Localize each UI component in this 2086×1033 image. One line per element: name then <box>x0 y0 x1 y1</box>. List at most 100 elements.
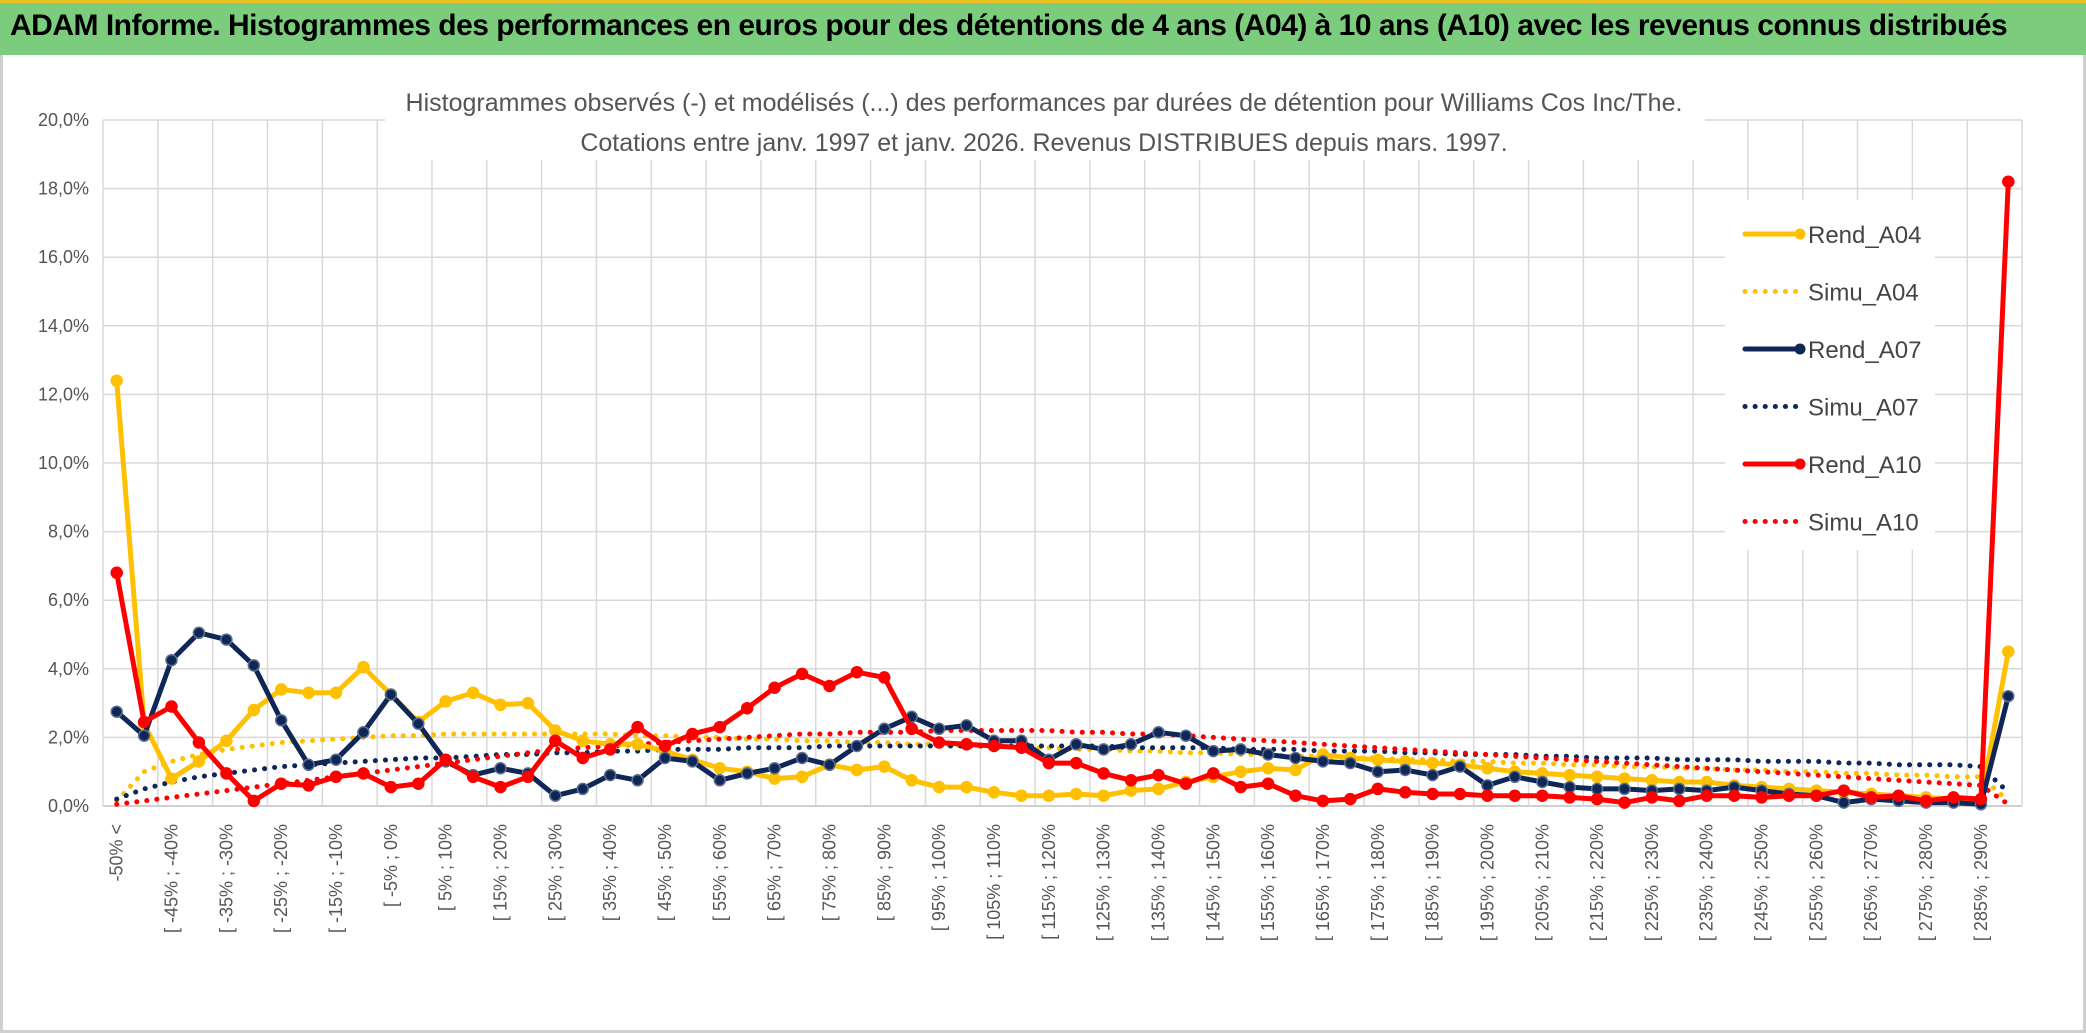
x-tick-label: [ 245% ; 250% <box>1752 824 1772 941</box>
data-point <box>1097 767 1110 780</box>
x-tick-label: [ 115% ; 120% <box>1039 824 1059 940</box>
data-point <box>1261 748 1275 761</box>
data-point <box>1398 786 1412 799</box>
data-point <box>987 739 1001 753</box>
data-point <box>1234 743 1247 756</box>
data-point <box>1316 794 1330 808</box>
data-point <box>1069 787 1083 801</box>
data-point <box>960 780 973 794</box>
x-tick-label: [ 55% ; 60% <box>710 824 730 921</box>
data-point <box>932 736 946 749</box>
data-point <box>1810 789 1823 802</box>
data-point <box>1947 791 1960 804</box>
data-point <box>165 772 178 785</box>
legend-label: Simu_A07 <box>1808 395 1919 422</box>
data-point <box>1234 780 1247 794</box>
y-axis: 0,0% 2,0% 4,0% 6,0% 8,0% 10,0% 12,0% 14,0% 16,0%… <box>38 110 89 816</box>
x-tick-label: [ 35% ; 40% <box>600 824 620 921</box>
data-point <box>740 767 754 780</box>
data-point <box>658 751 672 765</box>
data-point <box>768 772 781 785</box>
data-point <box>466 686 480 700</box>
y-tick-label: 2,0% <box>48 727 89 747</box>
legend-label: Rend_A10 <box>1808 452 1921 479</box>
legend-label: Rend_A07 <box>1808 337 1921 364</box>
data-point <box>1234 765 1247 778</box>
data-point <box>1152 726 1165 739</box>
data-point <box>192 755 206 768</box>
data-point <box>247 703 261 717</box>
data-point <box>1563 791 1576 804</box>
x-tick-label: [ -45% ; -40% <box>162 824 182 933</box>
data-point <box>1426 787 1439 801</box>
y-tick-label: 6,0% <box>48 590 89 610</box>
data-point <box>521 696 535 710</box>
x-tick-label: [ 125% ; 130% <box>1094 824 1114 941</box>
data-point <box>1618 782 1631 796</box>
data-point <box>192 626 206 640</box>
data-point <box>1481 762 1494 775</box>
x-tick-label: [ 15% ; 20% <box>491 824 511 921</box>
x-tick-label: [ 65% ; 70% <box>765 824 785 921</box>
x-tick-label: [ 45% ; 50% <box>655 824 675 921</box>
data-point <box>631 738 644 751</box>
data-point <box>987 786 1001 799</box>
data-point <box>1755 791 1768 804</box>
data-point <box>713 720 727 734</box>
data-point <box>439 753 452 766</box>
data-point <box>658 739 672 753</box>
y-tick-label: 8,0% <box>48 522 89 542</box>
data-point <box>1042 789 1056 802</box>
data-point <box>603 743 617 756</box>
data-point <box>1344 792 1357 806</box>
data-point <box>850 665 864 679</box>
data-point <box>1124 774 1138 787</box>
x-axis: -50% < [ -45% ; -40% [ -35% ; -30% [ -25% ;… <box>107 824 1991 941</box>
x-tick-label: [ 175% ; 180% <box>1368 824 1388 941</box>
page-title: ADAM Informe. Histogrammes des performan… <box>10 9 2008 42</box>
data-point <box>357 660 370 674</box>
data-point <box>2002 689 2015 703</box>
data-point <box>329 686 343 700</box>
data-point <box>1124 784 1138 797</box>
series-group <box>110 175 2015 811</box>
data-point <box>768 762 781 775</box>
data-point <box>549 724 562 737</box>
data-point <box>1508 789 1522 802</box>
data-point <box>1289 751 1302 765</box>
data-point <box>1207 744 1220 758</box>
data-point <box>439 695 452 708</box>
data-point <box>1042 756 1056 770</box>
legend-background <box>1725 200 1935 550</box>
data-point <box>549 734 562 748</box>
data-point <box>1974 792 1988 806</box>
data-point <box>1645 791 1659 804</box>
data-point <box>1152 768 1165 782</box>
y-tick-label: 12,0% <box>38 384 89 404</box>
data-point <box>1179 777 1193 790</box>
legend-marker <box>1794 343 1806 355</box>
data-point <box>1892 789 1905 802</box>
data-point <box>165 653 178 667</box>
data-point <box>1864 791 1878 804</box>
data-point <box>768 681 781 694</box>
data-point <box>1782 789 1796 802</box>
data-point <box>1618 772 1631 785</box>
data-point <box>905 774 918 787</box>
legend-label: Simu_A10 <box>1808 510 1919 537</box>
data-point <box>603 768 617 782</box>
data-point <box>110 566 123 580</box>
data-point <box>302 686 315 700</box>
data-point <box>247 794 261 808</box>
series-line-simu-a07 <box>114 743 2011 802</box>
data-point <box>1344 756 1357 770</box>
data-point <box>686 755 699 768</box>
legend-label: Simu_A04 <box>1808 280 1919 307</box>
data-point <box>2002 645 2015 658</box>
x-tick-label: [ 145% ; 150% <box>1203 824 1223 941</box>
data-point <box>1673 782 1686 796</box>
data-point <box>110 705 123 718</box>
data-point <box>494 780 507 794</box>
data-point <box>384 688 398 701</box>
x-tick-label: [ 235% ; 240% <box>1697 824 1717 941</box>
